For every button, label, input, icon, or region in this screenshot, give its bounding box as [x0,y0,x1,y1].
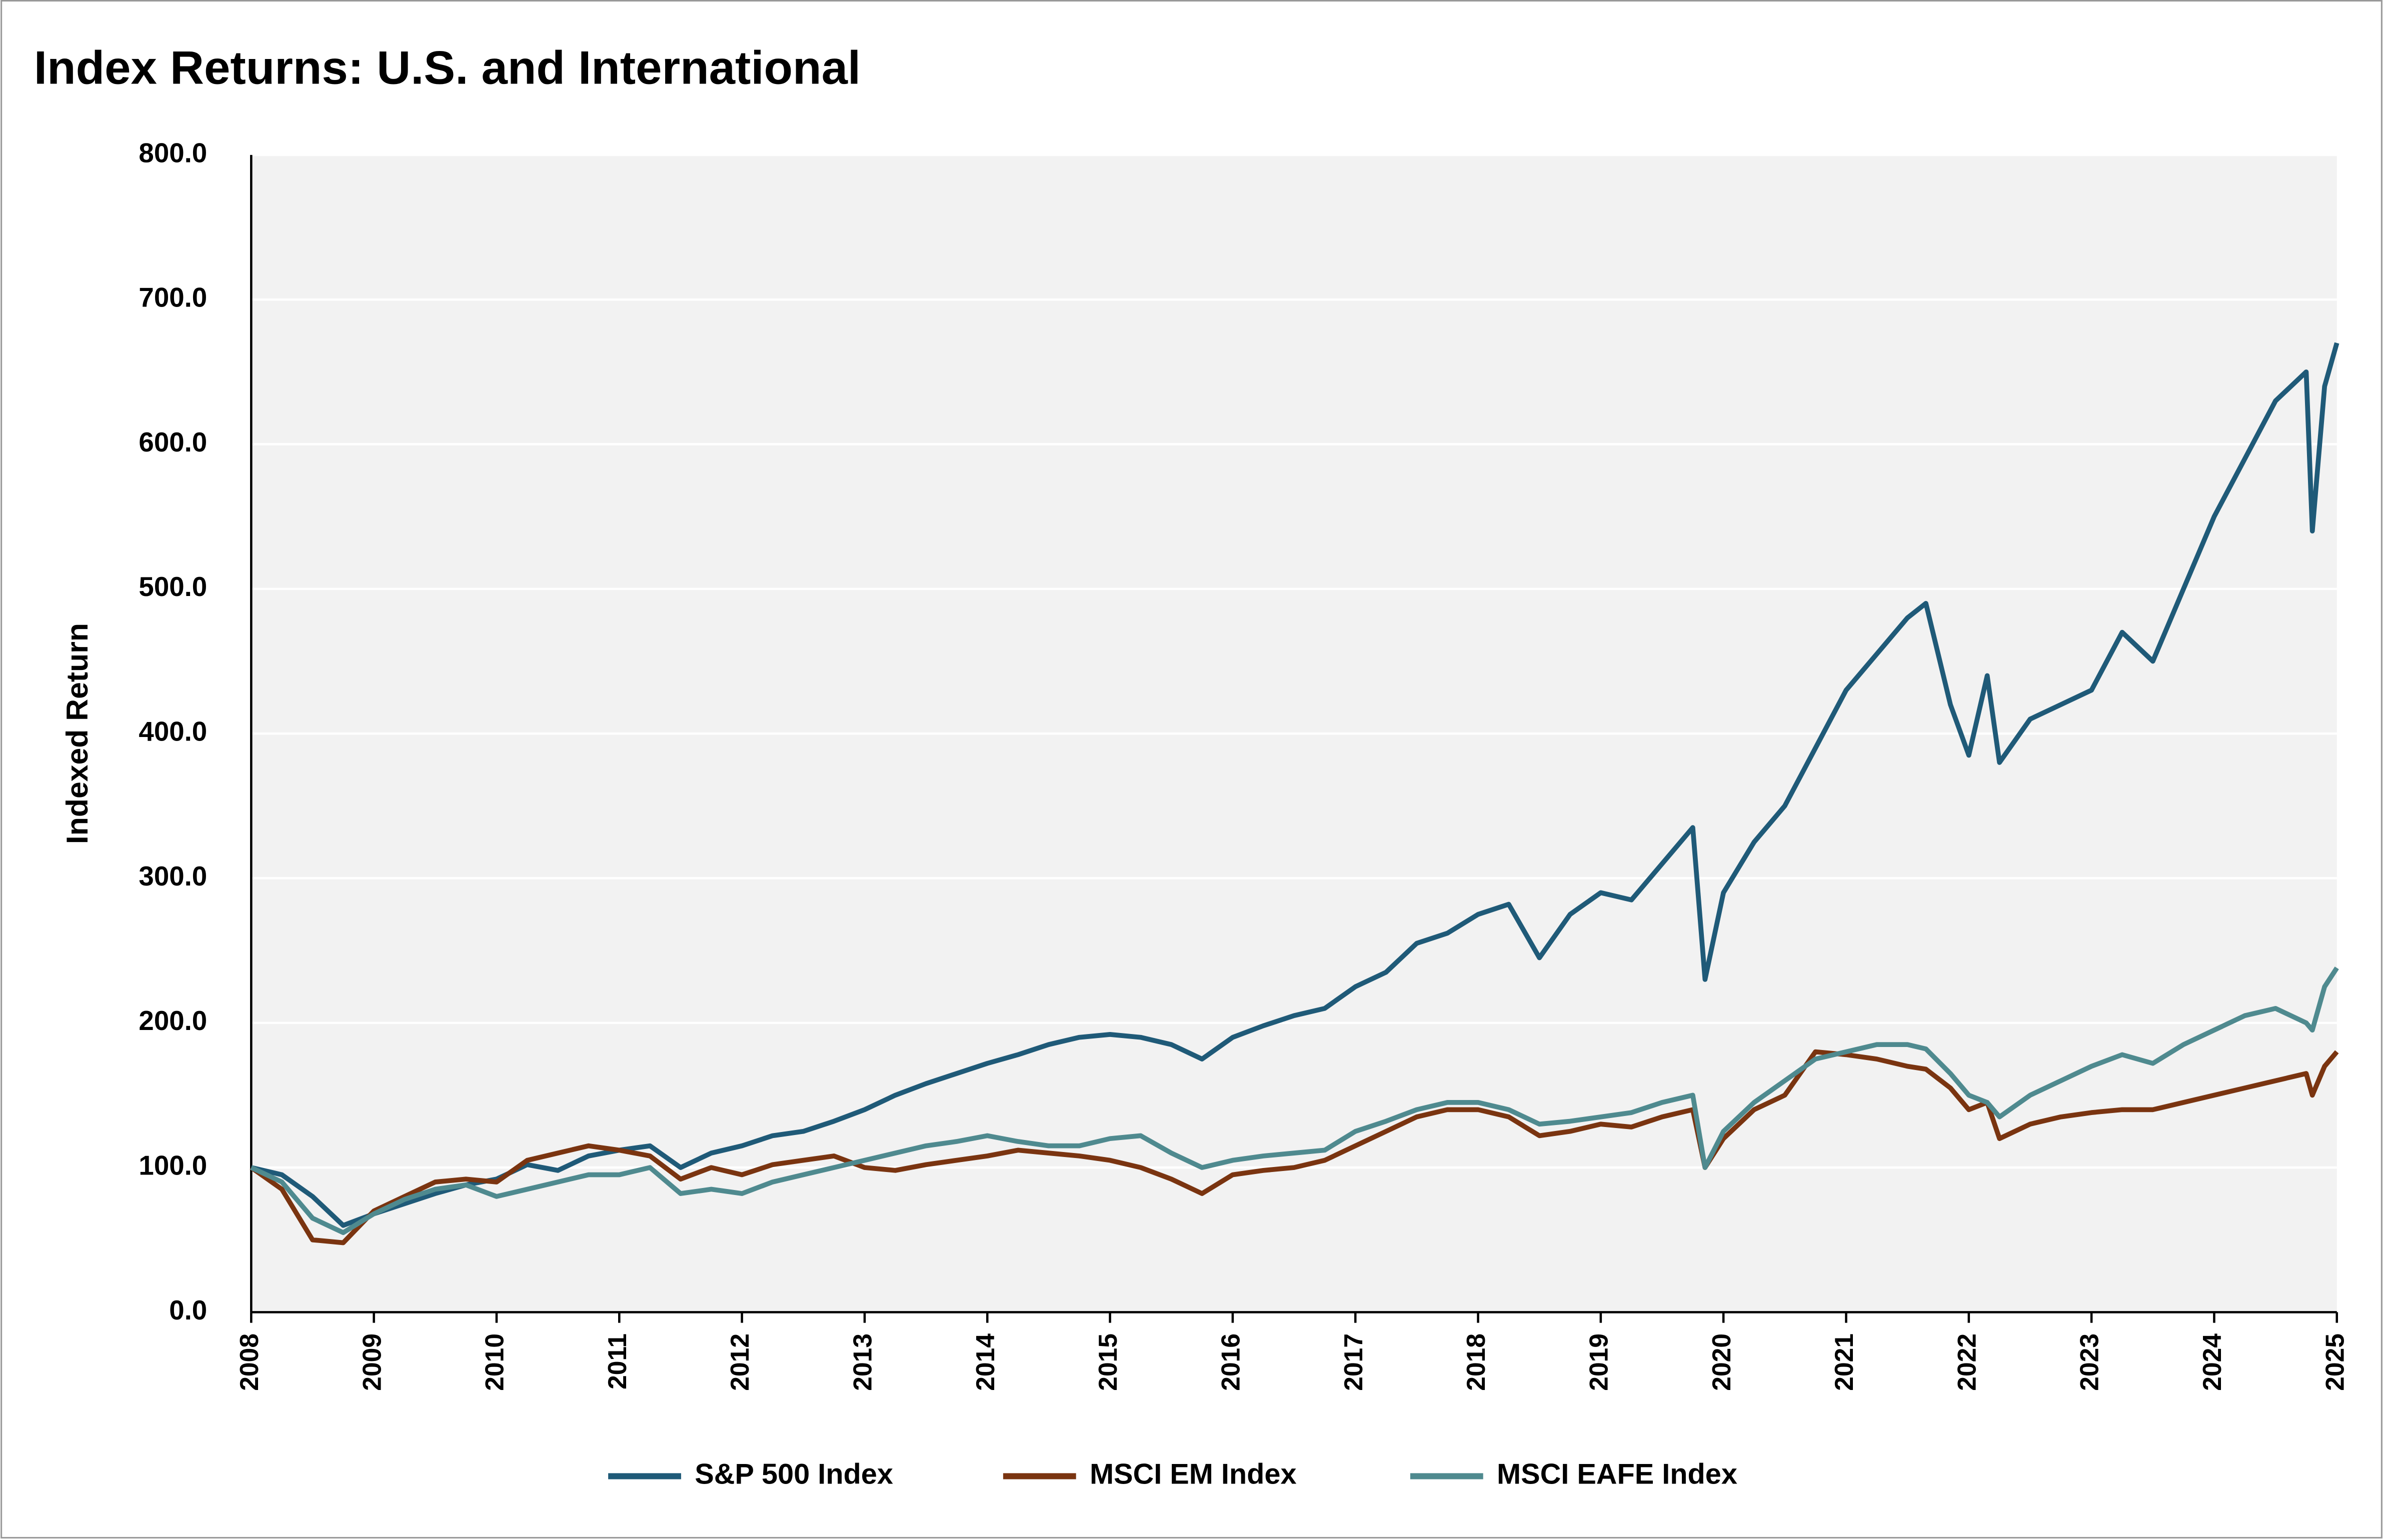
x-tick-label: 2025 [2320,1334,2349,1391]
x-tick-label: 2020 [1707,1334,1736,1391]
y-tick-label: 300.0 [139,861,207,892]
y-tick-label: 500.0 [139,572,207,602]
y-tick-label: 600.0 [139,427,207,458]
y-axis-title: Indexed Return [60,623,94,844]
y-tick-label: 400.0 [139,716,207,747]
y-tick-label: 800.0 [139,138,207,168]
legend-label: MSCI EAFE Index [1497,1458,1737,1490]
legend-label: MSCI EM Index [1090,1458,1297,1490]
y-tick-label: 0.0 [169,1295,207,1326]
x-tick-label: 2014 [971,1334,1000,1391]
x-tick-label: 2013 [848,1334,877,1391]
x-tick-label: 2010 [480,1334,509,1391]
x-tick-label: 2008 [235,1334,264,1391]
x-tick-label: 2022 [1952,1334,1981,1391]
x-tick-label: 2023 [2075,1334,2104,1391]
x-tick-label: 2012 [725,1334,754,1391]
x-tick-label: 2016 [1216,1334,1245,1391]
x-tick-label: 2021 [1829,1334,1858,1391]
x-tick-label: 2009 [357,1334,386,1391]
x-tick-label: 2019 [1584,1334,1613,1391]
series-line [250,966,2339,1236]
x-tick-label: 2018 [1461,1334,1490,1391]
series-line [250,1049,2339,1246]
y-tick-label: 700.0 [139,282,207,313]
x-tick-label: 2024 [2197,1334,2226,1391]
x-tick-label: 2017 [1339,1334,1368,1391]
legend-label: S&P 500 Index [695,1458,893,1490]
x-tick-label: 2015 [1093,1334,1122,1391]
x-tick-label: 2011 [603,1334,632,1390]
chart-title: Index Returns: U.S. and International [34,42,861,94]
y-tick-label: 200.0 [139,1006,207,1036]
y-tick-label: 100.0 [139,1150,207,1180]
